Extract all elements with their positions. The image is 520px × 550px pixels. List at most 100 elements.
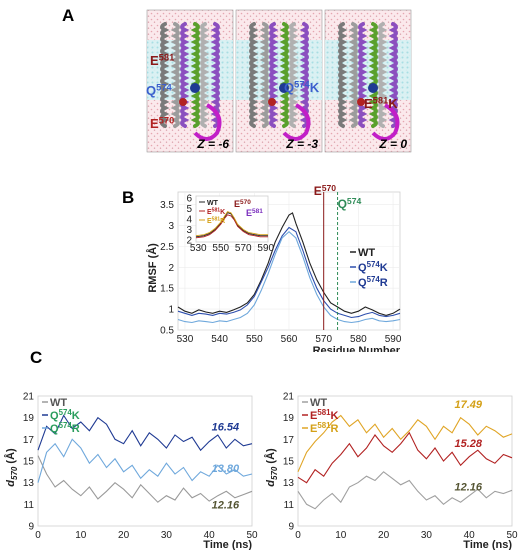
helix [388,22,398,128]
panel-b-letter: B [122,188,135,207]
legend-entry: Q574K [50,408,80,422]
helix [378,22,388,128]
rmsf-x-tick-label: 570 [315,334,332,345]
helix [190,22,200,128]
final-value-label: 16.54 [212,422,240,434]
rmsf-y-tick-label: 3.5 [160,200,174,211]
distance-x-tick-label: 10 [335,530,347,541]
distance-y-tick-label: 15 [23,457,35,468]
legend-entry: E581K [310,408,339,422]
legend-entry: WT [358,247,375,259]
inset-x-tick-label: 550 [212,243,229,254]
distance-y-tick-label: 17 [23,435,35,446]
y-axis-label: d570 (Å) [264,448,279,487]
rmsf-series-line-2 [177,230,401,324]
rmsf-x-tick-label: 530 [177,334,194,345]
helix [338,22,348,128]
inset-y-tick-label: 3 [186,225,192,236]
helix [279,22,289,128]
inset-y-tick-label: 6 [186,194,192,205]
distance-series-line-1 [37,414,253,452]
legend-entry: E581R [310,421,339,435]
distance-y-tick-label: 13 [23,478,35,489]
distance-x-tick-label: 0 [35,530,41,541]
legend-entry: WT [310,397,327,409]
snapshot-frame-2: Q574K Z = -3 [235,9,323,153]
residue-marker-label: Q574 [338,196,362,211]
inset-series-line-1 [195,214,268,239]
x-axis-label: Time (ns) [463,539,512,550]
distance-y-tick-label: 19 [283,413,295,424]
rmsf-y-tick-label: 3 [168,221,174,232]
helix [170,22,180,128]
panel-a-letter: A [62,6,75,25]
residue-label: E570 [150,115,174,131]
distance-y-tick-label: 21 [283,392,295,403]
helix [249,22,259,128]
panel-a-snapshots: E581 Q574 E570 Z = -6 Q574K Z = -3 E581K Z = 0 [146,9,412,153]
loop-segment [282,103,311,141]
inset-legend-entry: WT [207,200,219,207]
inset-x-tick-label: 590 [257,243,274,254]
distance-y-tick-label: 9 [288,522,294,533]
distance-x-tick-label: 50 [246,530,258,541]
helix [289,22,299,128]
panel-c-letter: C [30,348,43,367]
distance-y-tick-label: 21 [23,392,35,403]
x-axis-label: Time (ns) [203,539,252,550]
final-value-label: 12.16 [212,500,240,512]
helix [180,22,190,128]
distance-x-tick-label: 20 [118,530,130,541]
helix [269,22,279,128]
inset-series-line-2 [195,211,268,237]
distance-x-tick-label: 40 [204,530,216,541]
inset-x-tick-label: 570 [235,243,252,254]
distance-x-tick-label: 0 [295,530,301,541]
inset-legend-entry: E581R [207,217,225,225]
rmsf-y-tick-label: 1 [168,305,174,316]
helix [200,22,210,128]
rmsf-x-tick-label: 550 [246,334,263,345]
distance-series-line-0 [297,471,513,510]
distance-x-tick-label: 50 [506,530,518,541]
legend-entry: Q574R [358,275,388,289]
distance-series-line-2 [297,414,513,473]
residue-marker-label: E570 [314,183,337,198]
rmsf-series-line-0 [177,212,401,316]
distance-x-tick-label: 10 [75,530,87,541]
rmsf-y-tick-label: 2.5 [160,242,174,253]
distance-plot-area [37,395,253,527]
legend-entry: WT [50,397,67,409]
helix [259,22,269,128]
legend-entry: Q574R [50,421,80,435]
distance-series-line-2 [37,438,253,483]
distance-x-tick-label: 40 [464,530,476,541]
residue-label: E581K [364,95,398,111]
distance-y-tick-label: 9 [28,522,34,533]
helix [299,22,309,128]
z-position-label: Z = -3 [285,137,318,151]
final-value-label: 13.80 [212,463,240,475]
rmsf-x-tick-label: 580 [350,334,367,345]
helix [358,22,368,128]
final-value-label: 17.49 [455,399,483,411]
helix [160,22,170,128]
residue-blob [268,98,276,106]
residue-blob [279,83,289,93]
inset-y-tick-label: 4 [186,215,192,226]
rmsf-y-tick-label: 1.5 [160,284,174,295]
rmsf-series-line-1 [177,226,401,319]
distance-y-tick-label: 11 [284,500,295,511]
rmsf-y-tick-label: 0.5 [160,326,174,337]
rmsf-x-tick-label: 560 [281,334,298,345]
distance-y-tick-label: 11 [24,500,35,511]
y-axis-label: RMSF (Å) [146,243,159,293]
snapshot-frame-3: E581K Z = 0 [324,9,412,153]
residue-blob [368,83,378,93]
rmsf-y-tick-label: 2 [168,263,174,274]
legend-entry: Q574K [358,260,388,274]
distance-y-tick-label: 19 [23,413,35,424]
final-value-label: 15.28 [455,438,483,450]
